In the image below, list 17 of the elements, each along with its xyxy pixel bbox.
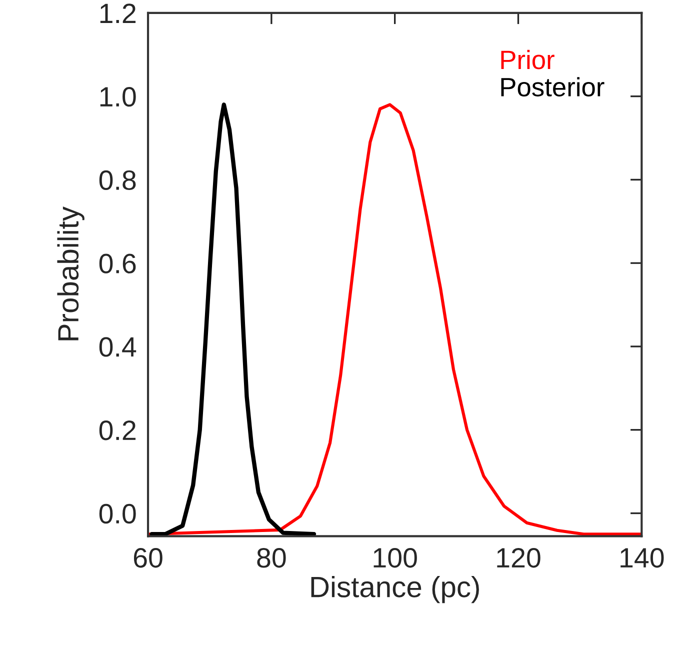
y-tick-label: 0.0 — [99, 504, 136, 524]
x-tick-label: 80 — [257, 548, 286, 568]
x-tick-label: 120 — [497, 548, 540, 568]
y-tick-label: 1.2 — [100, 4, 136, 23]
y-tick-label: 0.2 — [99, 420, 136, 440]
x-tick-label: 100 — [374, 548, 417, 568]
y-tick-label: 0.6 — [99, 254, 136, 274]
x-tick-label: 140 — [620, 548, 664, 568]
y-axis-title: Probability — [57, 206, 84, 340]
y-tick-label: 1.0 — [100, 86, 136, 107]
y-tick-label: 0.4 — [99, 337, 136, 357]
line-series — [150, 102, 316, 536]
text: Prior — [501, 50, 554, 70]
y-tick-label: 0.8 — [99, 170, 136, 190]
x-tick-label: 60 — [134, 548, 162, 568]
x-axis-title: Distance (pc) — [311, 576, 479, 604]
text: Posterior — [501, 77, 604, 96]
